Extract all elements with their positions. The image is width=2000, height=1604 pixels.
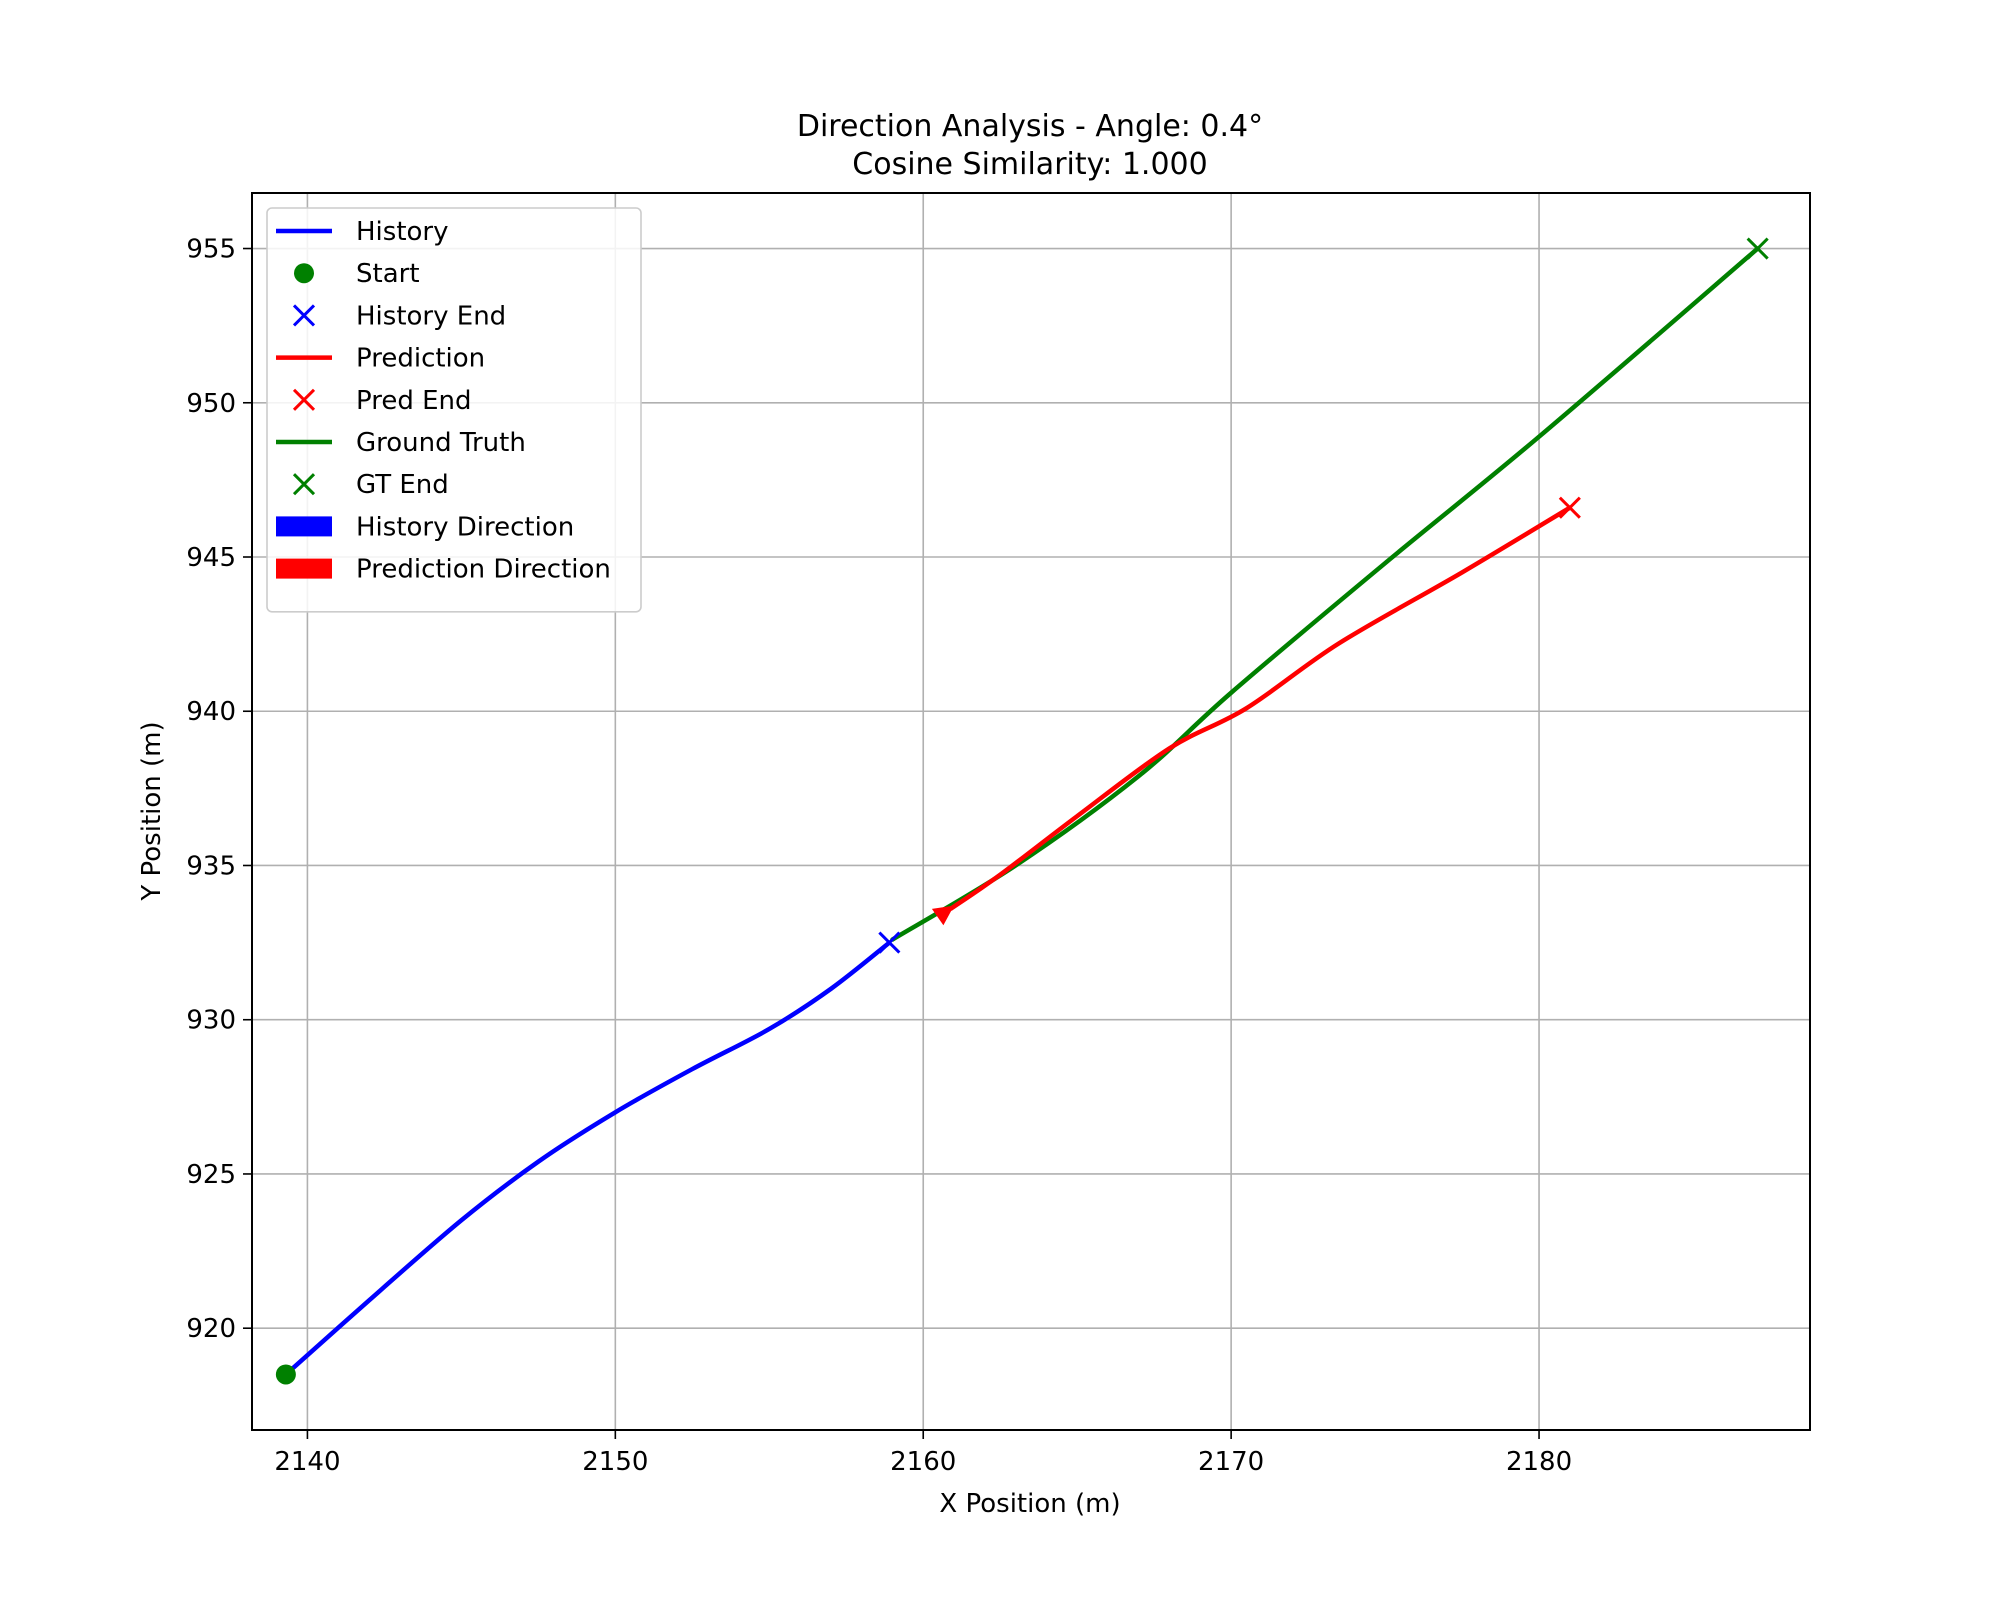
legend-swatch — [276, 558, 332, 579]
series-line-history — [283, 940, 892, 1377]
legend-box — [266, 207, 642, 613]
legend-item-ground-truth: Ground Truth — [276, 428, 526, 458]
legend-label: Start — [356, 259, 420, 289]
legend-label: History — [356, 217, 449, 247]
x-axis-label: X Position (m) — [939, 1489, 1120, 1519]
y-tick-label: 920 — [186, 1314, 236, 1344]
plot-data — [275, 237, 1769, 1385]
marker-history-end — [878, 931, 901, 954]
legend-item-start: Start — [294, 259, 420, 289]
legend-item-history-direction: History Direction — [276, 512, 574, 542]
x-tick-label: 2170 — [1198, 1447, 1264, 1477]
plot-frame — [251, 192, 1811, 1431]
legend-label: Prediction — [356, 344, 485, 374]
marker-start — [275, 1364, 296, 1385]
legend-item-prediction: Prediction — [276, 344, 485, 374]
legend-label: History Direction — [356, 512, 574, 542]
y-tick-label: 935 — [186, 851, 236, 881]
legend-item-gt-end: GT End — [292, 470, 449, 500]
legend-swatch — [294, 263, 314, 284]
legend-swatch — [276, 516, 332, 537]
legend-item-history-end: History End — [292, 301, 506, 331]
legend-label: History End — [356, 301, 506, 331]
x-tick-label: 2180 — [1506, 1447, 1572, 1477]
legend-swatch — [292, 304, 316, 327]
x-tick-label: 2140 — [274, 1447, 340, 1477]
y-tick-label: 930 — [186, 1006, 236, 1036]
legend-label: Ground Truth — [356, 428, 526, 458]
legend-item-prediction-direction: Prediction Direction — [276, 555, 611, 585]
series-line-prediction — [948, 505, 1573, 911]
y-tick-label: 955 — [186, 235, 236, 265]
legend: History Start History End Prediction Pred En… — [266, 207, 642, 613]
marker-pred-end — [1558, 496, 1581, 519]
legend-label: Prediction Direction — [356, 555, 611, 585]
chart-title: Direction Analysis - Angle: 0.4° — [797, 109, 1263, 144]
legend-swatch — [292, 388, 316, 411]
chart-subtitle: Cosine Similarity: 1.000 — [852, 147, 1207, 182]
marker-gt-end — [1746, 237, 1769, 260]
y-tick-label: 925 — [186, 1160, 236, 1190]
grid-lines — [252, 193, 1810, 1430]
y-axis-label: Y Position (m) — [137, 721, 167, 901]
legend-label: GT End — [356, 470, 449, 500]
x-tick-label: 2150 — [582, 1447, 648, 1477]
y-tick-label: 940 — [186, 697, 236, 727]
x-tick-label: 2160 — [890, 1447, 956, 1477]
arrow-prediction-direction — [931, 905, 955, 926]
legend-item-history: History — [276, 217, 449, 247]
series-line-ground-truth — [890, 246, 1760, 942]
legend-label: Pred End — [356, 386, 472, 416]
axis-ticks: 2140 2150 2160 2170 2180 920 925 930 935 940 945 95… — [186, 235, 1572, 1477]
legend-item-pred-end: Pred End — [292, 386, 472, 416]
legend-swatch — [292, 473, 316, 496]
y-tick-label: 945 — [186, 543, 236, 573]
y-tick-label: 950 — [186, 389, 236, 419]
